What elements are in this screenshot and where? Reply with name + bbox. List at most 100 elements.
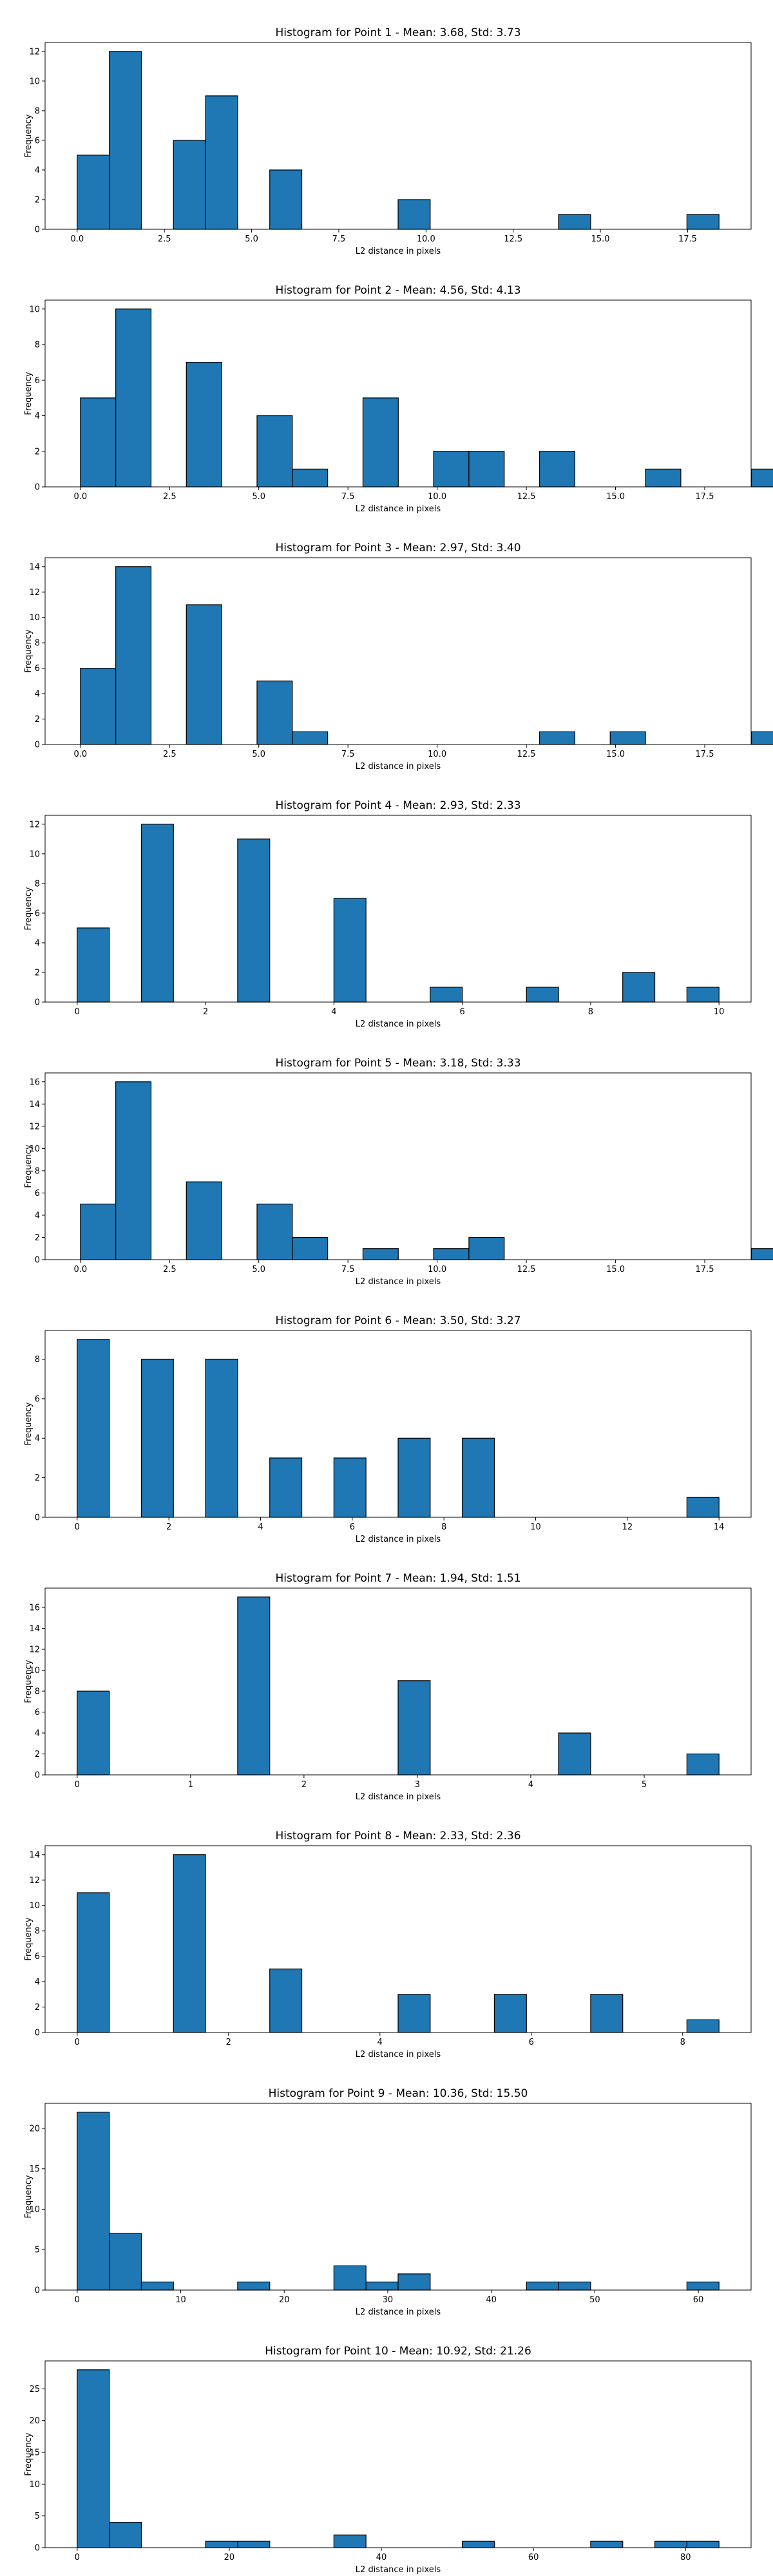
y-axis-label: Frequency xyxy=(24,2175,33,2218)
histogram-bar xyxy=(140,2281,174,2291)
y-tick-label: 2 xyxy=(35,2003,40,2012)
histogram-bar xyxy=(269,1457,303,1518)
x-tick-label: 10.0 xyxy=(428,1265,446,1274)
histogram-bar xyxy=(654,2541,687,2548)
x-tick-label: 15.0 xyxy=(591,234,610,244)
histogram-bar xyxy=(333,2534,367,2548)
y-tick-label: 2 xyxy=(35,715,40,724)
x-tick-label: 6 xyxy=(459,1007,464,1017)
histogram-bar xyxy=(77,2112,110,2291)
y-tick-label: 8 xyxy=(35,1355,40,1365)
histogram-bar xyxy=(433,451,470,488)
histogram-bar xyxy=(333,1457,367,1518)
y-tick-label: 25 xyxy=(29,2385,40,2394)
y-tick-label: 6 xyxy=(35,1189,40,1198)
histogram-bar xyxy=(292,731,329,745)
y-tick-label: 16 xyxy=(29,1077,40,1087)
histogram-subplot-8: 0 2 4 6 8 0 2 4 6 8 10 12 14 Histogram for Point 8 - … xyxy=(24,1830,752,2060)
y-tick-label: 0 xyxy=(35,741,40,750)
x-tick-label: 5.0 xyxy=(252,1265,265,1274)
y-tick-label: 6 xyxy=(35,1708,40,1718)
chart-title: Histogram for Point 6 - Mean: 3.50, Std:… xyxy=(275,1314,520,1327)
y-tick-label: 6 xyxy=(35,909,40,918)
x-tick-label: 30 xyxy=(383,2295,394,2305)
chart-title: Histogram for Point 5 - Mean: 3.18, Std:… xyxy=(275,1057,520,1070)
x-tick-label: 2.5 xyxy=(163,1265,177,1274)
histogram-bar xyxy=(77,1892,110,2033)
x-tick-label: 17.5 xyxy=(696,492,714,502)
histogram-bar xyxy=(750,468,773,488)
histogram-subplot-9: 0 10 20 30 40 50 60 0 5 10 15 20 Histogram for Point… xyxy=(24,2087,752,2317)
x-axis-label: L2 distance in pixels xyxy=(356,1019,441,1029)
y-tick-label: 4 xyxy=(35,938,40,948)
x-tick-label: 2 xyxy=(226,2038,231,2047)
axes-frame xyxy=(44,1330,752,1518)
histogram-bar xyxy=(686,2019,720,2033)
histogram-bar xyxy=(645,468,682,488)
x-tick-label: 12.5 xyxy=(517,492,536,502)
x-axis-label: L2 distance in pixels xyxy=(356,247,441,256)
x-tick-label: 0 xyxy=(75,2038,80,2047)
y-tick-label: 6 xyxy=(35,664,40,674)
histogram-bar xyxy=(468,451,505,488)
histogram-bar xyxy=(686,1497,720,1518)
y-tick-label: 0 xyxy=(35,2029,40,2038)
x-tick-label: 2 xyxy=(301,1780,307,1790)
histogram-bar xyxy=(750,1248,773,1260)
x-tick-label: 2.5 xyxy=(163,492,177,502)
histogram-subplot-5: 0.0 2.5 5.0 7.5 10.0 12.5 15.0 17.5 0 2 4 6 8 10 12 14 1… xyxy=(24,1057,773,1287)
y-tick-label: 2 xyxy=(35,1233,40,1243)
chart-title: Histogram for Point 10 - Mean: 10.92, St… xyxy=(265,2345,531,2358)
y-tick-label: 10 xyxy=(29,1144,40,1154)
histogram-bar xyxy=(526,987,559,1003)
x-tick-label: 1 xyxy=(188,1780,193,1790)
histogram-bar xyxy=(80,1204,117,1260)
y-tick-label: 0 xyxy=(35,2286,40,2296)
histogram-bar xyxy=(140,1358,174,1518)
axes-frame xyxy=(44,2103,752,2291)
y-tick-label: 6 xyxy=(35,376,40,386)
histogram-bar xyxy=(397,199,431,230)
histogram-bar xyxy=(237,1596,271,1776)
y-tick-label: 4 xyxy=(35,1211,40,1220)
x-tick-label: 5 xyxy=(642,1780,647,1790)
histogram-bar xyxy=(609,731,646,745)
x-tick-label: 0 xyxy=(75,1780,80,1790)
x-axis-label: L2 distance in pixels xyxy=(356,2050,441,2060)
x-tick-label: 6 xyxy=(350,1522,355,1532)
y-tick-label: 10 xyxy=(29,1901,40,1911)
x-tick-label: 7.5 xyxy=(341,492,355,502)
histogram-bar xyxy=(686,1753,720,1776)
axes-frame xyxy=(44,1845,752,2033)
y-tick-label: 14 xyxy=(29,1624,40,1634)
y-tick-label: 8 xyxy=(35,106,40,116)
x-axis-label: L2 distance in pixels xyxy=(356,504,441,514)
histogram-bar xyxy=(686,2541,720,2548)
y-tick-label: 8 xyxy=(35,1687,40,1697)
axes-frame xyxy=(44,2360,752,2548)
y-tick-label: 10 xyxy=(29,1666,40,1676)
y-tick-label: 8 xyxy=(35,1927,40,1937)
y-axis-label: Frequency xyxy=(24,1144,33,1188)
x-tick-label: 20 xyxy=(279,2295,290,2305)
x-tick-label: 2.5 xyxy=(158,234,171,244)
x-tick-label: 5.0 xyxy=(252,750,265,759)
histogram-bar xyxy=(622,972,656,1003)
histogram-bar xyxy=(140,824,174,1003)
x-tick-label: 10 xyxy=(530,1522,541,1532)
x-tick-label: 2 xyxy=(166,1522,171,1532)
histogram-bar xyxy=(115,566,152,745)
histogram-bar xyxy=(750,731,773,745)
y-tick-label: 0 xyxy=(35,483,40,493)
histogram-subplot-6: 0 2 4 6 8 10 12 14 0 2 4 6 8 Histogram for Point 6 - … xyxy=(24,1314,752,1544)
y-tick-label: 10 xyxy=(29,77,40,86)
y-tick-label: 8 xyxy=(35,639,40,649)
chart-title: Histogram for Point 9 - Mean: 10.36, Std… xyxy=(269,2087,528,2100)
y-axis-label: Frequency xyxy=(24,1917,33,1960)
histogram-bar xyxy=(397,1680,431,1776)
y-tick-label: 6 xyxy=(35,1394,40,1404)
x-tick-label: 12.5 xyxy=(504,234,522,244)
